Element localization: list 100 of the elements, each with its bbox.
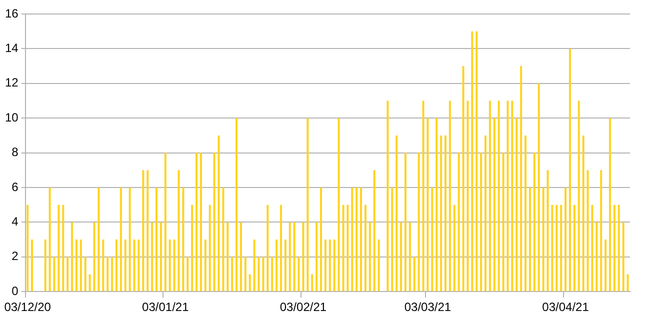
bar: [476, 31, 478, 292]
bar: [173, 240, 176, 292]
bar: [551, 204, 554, 292]
bar: [302, 222, 304, 292]
y-tick-label: 4: [12, 214, 19, 229]
bar: [568, 48, 571, 292]
bar: [573, 204, 576, 292]
y-tick-label: 12: [4, 76, 19, 90]
bar: [142, 170, 144, 292]
bar: [466, 100, 469, 292]
bar: [196, 152, 198, 292]
bar: [93, 222, 96, 292]
bar: [276, 240, 278, 292]
bar: [248, 274, 251, 292]
bar: [208, 204, 211, 292]
bar: [502, 152, 504, 292]
bar: [102, 240, 104, 292]
bar: [222, 188, 224, 292]
bar: [58, 204, 60, 292]
bar: [133, 240, 136, 292]
bar: [128, 188, 131, 292]
bar: [333, 240, 336, 292]
y-tick-label: 14: [4, 41, 19, 56]
bar: [258, 256, 260, 292]
bar: [346, 204, 349, 292]
bar: [71, 222, 74, 292]
bar: [582, 135, 584, 292]
bar: [546, 170, 549, 292]
bar: [204, 240, 206, 292]
bar: [404, 152, 406, 292]
bar: [400, 222, 402, 292]
bar: [422, 100, 424, 292]
bar: [618, 204, 620, 292]
bar: [75, 240, 78, 292]
bar: [408, 222, 411, 292]
bar: [484, 135, 487, 292]
bar: [164, 152, 166, 292]
bar: [66, 256, 69, 292]
bar: [271, 256, 274, 292]
bar: [364, 204, 366, 292]
bar: [516, 118, 518, 292]
y-tick-label: 10: [4, 110, 19, 124]
bar: [448, 100, 451, 292]
bar: [146, 170, 149, 292]
bar: [396, 135, 398, 292]
bar: [62, 204, 64, 292]
bar: [462, 66, 464, 292]
bar: [84, 256, 86, 292]
bar: [178, 170, 180, 292]
bar: [226, 222, 229, 292]
bar: [253, 240, 256, 292]
bar: [391, 188, 394, 292]
bar: [191, 204, 194, 292]
y-tick-label: 16: [4, 6, 19, 20]
x-tick-label: 03/03/21: [404, 300, 452, 314]
y-tick-label: 0: [12, 284, 19, 298]
bar: [426, 118, 429, 292]
bar: [320, 188, 322, 292]
bar: [480, 152, 482, 292]
bar: [44, 240, 46, 292]
bar: [156, 188, 158, 292]
bar: [53, 256, 56, 292]
bar: [236, 118, 238, 292]
bar: [168, 240, 171, 292]
bar: [560, 204, 562, 292]
bar: [431, 188, 434, 292]
bar: [436, 118, 438, 292]
bar: [608, 118, 611, 292]
bar: [600, 170, 602, 292]
bar: [542, 188, 544, 292]
bar: [200, 152, 202, 292]
bar: [31, 240, 34, 292]
bar: [288, 222, 291, 292]
bar: [266, 204, 269, 292]
bar: [298, 256, 300, 292]
bar: [182, 188, 184, 292]
bar: [120, 188, 122, 292]
x-tick-label: 03/02/21: [280, 300, 327, 314]
bar: [564, 188, 567, 292]
bar: [506, 100, 509, 292]
bar: [458, 152, 460, 292]
bar: [98, 188, 100, 292]
bar: [306, 118, 309, 292]
bar: [622, 222, 624, 292]
bar: [124, 240, 126, 292]
bar: [240, 222, 242, 292]
bar: [533, 152, 536, 292]
bar: [186, 256, 189, 292]
x-tick-label: 03/04/21: [542, 300, 590, 314]
bar: [311, 274, 314, 292]
x-tick-label: 03/01/21: [142, 300, 190, 314]
bar: [293, 222, 296, 292]
bar: [284, 240, 286, 292]
y-tick-label: 2: [12, 249, 19, 264]
bar: [520, 66, 522, 292]
bar: [418, 152, 420, 292]
bar: [498, 100, 500, 292]
bar: [324, 240, 326, 292]
bar: [444, 135, 446, 292]
bar: [342, 204, 344, 292]
